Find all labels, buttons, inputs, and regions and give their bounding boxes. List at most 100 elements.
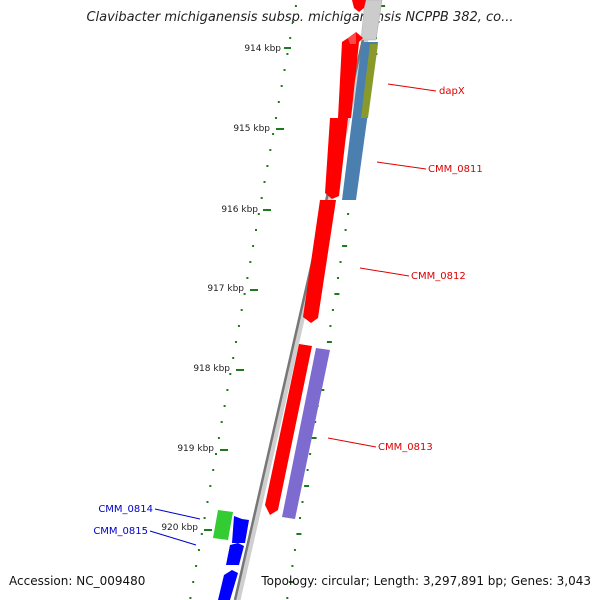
tick-dot bbox=[252, 245, 255, 247]
tick-dot bbox=[249, 261, 252, 263]
tick-dot bbox=[334, 293, 340, 295]
tick-dot bbox=[296, 533, 302, 535]
gene-olive-dapX[interactable] bbox=[361, 44, 378, 118]
tick-dot bbox=[197, 549, 200, 551]
label-callout-lines bbox=[149, 83, 437, 546]
tick-dot bbox=[339, 261, 342, 263]
tick-dot bbox=[263, 181, 266, 183]
tick-dot bbox=[294, 5, 297, 7]
tick-dot bbox=[293, 549, 296, 551]
gene-steelblue-lower[interactable] bbox=[342, 120, 367, 200]
scale-tick-916: 916 kbp bbox=[221, 205, 271, 215]
tick-dot bbox=[347, 213, 350, 215]
gene-label-CMM_0813[interactable]: CMM_0813 bbox=[378, 442, 433, 453]
tick-dot bbox=[192, 581, 195, 583]
tick-dot bbox=[266, 165, 269, 167]
genome-backbone bbox=[233, 0, 378, 600]
gene-features bbox=[213, 0, 383, 600]
tick-dot bbox=[319, 389, 325, 391]
tick-dot bbox=[331, 309, 334, 311]
tick-dot bbox=[243, 293, 246, 295]
tick-dot bbox=[209, 485, 212, 487]
tick-dot bbox=[288, 581, 294, 583]
tick-dot bbox=[246, 277, 249, 279]
tick-dot bbox=[289, 37, 292, 39]
gene-red-2[interactable] bbox=[325, 118, 348, 199]
tick-dot bbox=[272, 133, 275, 135]
gene-partial-red-top[interactable] bbox=[352, 0, 366, 12]
tick-dot bbox=[195, 565, 198, 567]
scale-tick-label: 917 kbp bbox=[207, 284, 244, 294]
tick-dot bbox=[344, 229, 347, 231]
scale-tick-label: 918 kbp bbox=[193, 364, 230, 374]
tick-dot bbox=[286, 53, 289, 55]
scale-tick-label: 915 kbp bbox=[233, 124, 270, 134]
tick-dot bbox=[215, 453, 217, 455]
map-title: Clavibacter michiganensis subsp. michiga… bbox=[86, 10, 514, 25]
gene-red-CMM_0813[interactable] bbox=[265, 344, 312, 515]
tick-dot bbox=[226, 389, 229, 391]
tick-dot bbox=[299, 517, 301, 519]
tick-dot bbox=[237, 325, 240, 327]
tick-dot bbox=[277, 101, 280, 103]
tick-dot bbox=[212, 469, 215, 471]
tick-dot bbox=[314, 421, 317, 423]
gene-label-CMM_0812[interactable]: CMM_0812 bbox=[411, 271, 466, 282]
scale-tick-914: 914 kbp bbox=[244, 44, 291, 54]
gene-labels: dapX CMM_0811 CMM_0812 CMM_0813 CMM_0814… bbox=[93, 86, 482, 537]
tick-dot bbox=[309, 453, 312, 455]
tick-dot bbox=[342, 245, 348, 247]
tick-dot bbox=[280, 85, 283, 87]
tick-dot bbox=[286, 597, 289, 599]
tick-dot bbox=[232, 357, 235, 359]
tick-dot bbox=[203, 517, 206, 519]
scale-ticks: 914 kbp 915 kbp 916 kbp 917 kbp 918 kbp … bbox=[161, 44, 291, 533]
tick-dot bbox=[311, 437, 317, 439]
scale-tick-920: 920 kbp bbox=[161, 523, 212, 533]
tick-dot bbox=[255, 229, 257, 231]
gene-label-CMM_0814[interactable]: CMM_0814 bbox=[98, 504, 153, 515]
gene-red-1[interactable] bbox=[338, 32, 363, 118]
scale-tick-915: 915 kbp bbox=[233, 124, 284, 134]
tick-dot bbox=[301, 501, 304, 503]
gene-label-dapX[interactable]: dapX bbox=[439, 86, 465, 97]
tick-dot bbox=[329, 325, 332, 327]
gene-blue-CMM_0815[interactable] bbox=[232, 516, 249, 543]
scale-tick-918: 918 kbp bbox=[193, 364, 244, 374]
tick-dot bbox=[217, 437, 220, 439]
gene-red-CMM_0812[interactable] bbox=[303, 200, 336, 323]
gene-green-CMM_0814[interactable] bbox=[213, 510, 233, 540]
tick-dot bbox=[283, 69, 286, 71]
tick-dot bbox=[304, 485, 310, 487]
tick-dot bbox=[260, 197, 263, 199]
tick-dot bbox=[326, 341, 332, 343]
scale-tick-label: 919 kbp bbox=[177, 444, 214, 454]
tick-dot bbox=[291, 565, 294, 567]
tick-dot bbox=[206, 501, 209, 503]
tick-dot bbox=[200, 533, 203, 535]
tick-dot bbox=[257, 213, 260, 215]
accession-text: Accession: NC_009480 bbox=[9, 574, 146, 588]
scale-tick-label: 920 kbp bbox=[161, 523, 198, 533]
scale-tick-917: 917 kbp bbox=[207, 284, 258, 294]
tick-dot bbox=[189, 597, 192, 599]
gene-blue-2[interactable] bbox=[226, 543, 244, 565]
genome-summary-text: Topology: circular; Length: 3,297,891 bp… bbox=[261, 574, 591, 588]
gene-purple-CMM_0813-rev[interactable] bbox=[282, 348, 330, 519]
tick-dot bbox=[337, 277, 339, 279]
tick-dot bbox=[275, 117, 277, 119]
gene-label-CMM_0811[interactable]: CMM_0811 bbox=[428, 164, 483, 175]
tick-dot bbox=[235, 341, 237, 343]
gene-partial-grey[interactable] bbox=[360, 0, 383, 41]
gene-blue-3[interactable] bbox=[218, 570, 238, 600]
tick-dot bbox=[240, 309, 243, 311]
scale-tick-label: 914 kbp bbox=[244, 44, 281, 54]
gene-label-CMM_0815[interactable]: CMM_0815 bbox=[93, 526, 148, 537]
tick-dot bbox=[306, 469, 309, 471]
tick-dot bbox=[380, 5, 386, 7]
scale-tick-919: 919 kbp bbox=[177, 444, 228, 454]
tick-dot bbox=[269, 149, 272, 151]
tick-dot bbox=[220, 421, 223, 423]
